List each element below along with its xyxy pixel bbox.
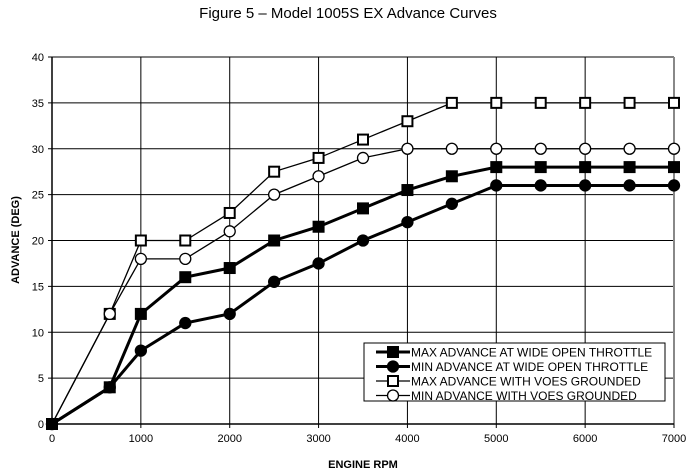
data-point	[179, 316, 192, 330]
data-point	[357, 133, 369, 146]
data-point	[268, 165, 281, 178]
data-point	[534, 179, 547, 192]
data-point	[223, 262, 236, 275]
chart-title: Figure 5 – Model 1005S EX Advance Curves	[199, 5, 497, 22]
y-tick-label: 20	[32, 236, 44, 248]
data-point	[579, 161, 592, 174]
data-point	[623, 96, 636, 109]
data-point	[445, 142, 459, 155]
data-point	[103, 307, 116, 321]
data-point	[667, 142, 681, 155]
data-point	[357, 202, 369, 215]
legend-label: MIN ADVANCE AT WIDE OPEN THROTTLE	[411, 360, 648, 374]
y-tick-label: 0	[38, 419, 44, 431]
data-point	[312, 170, 325, 183]
x-tick-label: 5000	[484, 433, 508, 445]
data-point	[623, 179, 636, 192]
data-point	[268, 234, 281, 247]
data-point	[134, 307, 147, 320]
legend-label: MAX ADVANCE WITH VOES GROUNDED	[411, 375, 641, 389]
x-tick-label: 0	[49, 433, 55, 445]
legend-label: MAX ADVANCE AT WIDE OPEN THROTTLE	[411, 346, 652, 360]
data-point	[401, 184, 414, 197]
data-point	[179, 234, 192, 247]
data-point	[223, 206, 236, 219]
data-point	[490, 142, 503, 155]
data-point	[534, 142, 547, 155]
y-tick-label: 35	[32, 98, 44, 110]
data-point	[45, 417, 59, 431]
x-tick-label: 4000	[395, 433, 419, 445]
data-point	[312, 151, 325, 164]
data-point	[623, 142, 636, 155]
y-tick-label: 15	[32, 281, 44, 293]
data-point	[401, 115, 414, 128]
data-point	[312, 220, 325, 233]
data-point	[223, 225, 236, 238]
data-point	[267, 188, 281, 201]
data-point	[490, 96, 503, 109]
data-point	[579, 96, 592, 109]
data-point	[312, 257, 325, 270]
data-point	[103, 381, 116, 394]
data-point	[267, 275, 281, 288]
data-point	[445, 170, 458, 183]
data-point	[668, 161, 680, 174]
legend-box	[363, 342, 666, 402]
y-tick-label: 30	[32, 144, 44, 156]
data-point	[578, 179, 592, 192]
data-point	[386, 389, 400, 402]
data-point	[578, 142, 592, 155]
data-point	[387, 375, 399, 387]
data-point	[623, 161, 636, 174]
data-point	[445, 96, 458, 109]
data-point	[134, 344, 148, 357]
data-point	[134, 234, 147, 247]
x-tick-label: 2000	[217, 433, 241, 445]
data-point	[179, 252, 192, 266]
data-point	[223, 307, 236, 321]
data-point	[668, 96, 680, 109]
data-point	[490, 179, 503, 192]
data-point	[490, 161, 503, 174]
data-point	[356, 151, 370, 165]
x-tick-label: 3000	[306, 433, 330, 445]
data-point	[401, 215, 414, 229]
data-point	[356, 234, 370, 247]
y-tick-label: 5	[38, 373, 44, 385]
data-point	[401, 142, 414, 155]
y-tick-label: 10	[32, 327, 44, 339]
x-axis-label: ENGINE RPM	[328, 459, 398, 471]
legend-label: MIN ADVANCE WITH VOES GROUNDED	[411, 389, 637, 403]
y-tick-label: 40	[32, 52, 44, 64]
data-point	[179, 271, 192, 284]
data-point	[134, 252, 148, 266]
x-tick-label: 1000	[129, 433, 153, 445]
data-point	[667, 179, 681, 192]
data-point	[445, 197, 459, 210]
data-point	[387, 346, 399, 358]
y-axis-label: ADVANCE (DEG)	[10, 196, 22, 284]
data-point	[534, 161, 547, 174]
data-point	[386, 360, 400, 373]
data-point	[534, 96, 547, 109]
x-tick-label: 6000	[573, 433, 597, 445]
y-tick-label: 25	[32, 190, 44, 202]
x-tick-label: 7000	[662, 433, 686, 445]
